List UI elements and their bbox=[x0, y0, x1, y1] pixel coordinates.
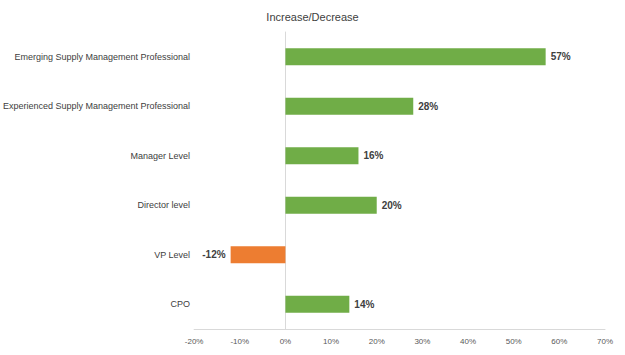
svg-text:10%: 10% bbox=[323, 337, 339, 346]
svg-text:20%: 20% bbox=[382, 200, 402, 211]
svg-text:Emerging Supply Management Pro: Emerging Supply Management Professional bbox=[15, 52, 191, 62]
svg-text:-20%: -20% bbox=[185, 337, 204, 346]
svg-text:20%: 20% bbox=[369, 337, 385, 346]
svg-text:30%: 30% bbox=[414, 337, 430, 346]
svg-text:-12%: -12% bbox=[202, 249, 225, 260]
svg-text:VP Level: VP Level bbox=[154, 250, 190, 260]
svg-text:50%: 50% bbox=[506, 337, 522, 346]
svg-text:-10%: -10% bbox=[230, 337, 249, 346]
svg-text:0%: 0% bbox=[280, 337, 292, 346]
svg-text:CPO: CPO bbox=[171, 299, 191, 309]
svg-text:16%: 16% bbox=[363, 150, 383, 161]
svg-text:28%: 28% bbox=[418, 101, 438, 112]
svg-text:14%: 14% bbox=[354, 299, 374, 310]
svg-text:57%: 57% bbox=[551, 51, 571, 62]
svg-text:Manager Level: Manager Level bbox=[131, 151, 191, 161]
svg-text:40%: 40% bbox=[460, 337, 476, 346]
svg-text:Director level: Director level bbox=[138, 200, 191, 210]
svg-text:70%: 70% bbox=[597, 337, 613, 346]
svg-text:60%: 60% bbox=[551, 337, 567, 346]
svg-text:Increase/Decrease: Increase/Decrease bbox=[266, 11, 358, 23]
svg-text:Experienced Supply Management: Experienced Supply Management Profession… bbox=[3, 101, 190, 111]
